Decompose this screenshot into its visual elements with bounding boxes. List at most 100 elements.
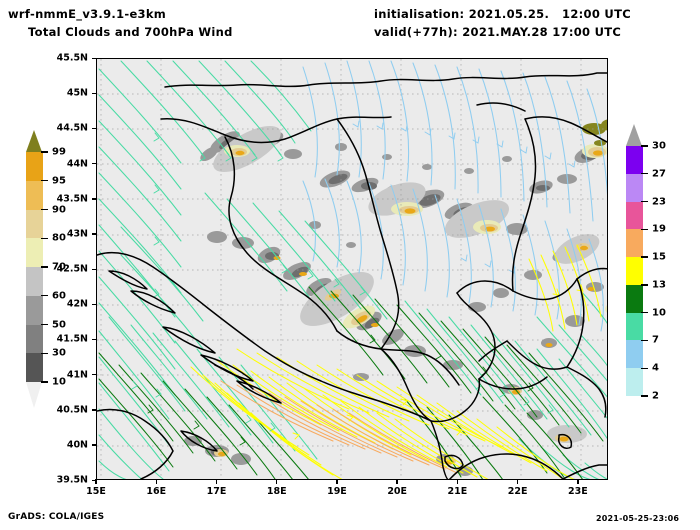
colorbar-tick-mark	[641, 173, 648, 175]
colorbar-band	[26, 238, 43, 267]
colorbar-band	[626, 173, 643, 202]
colorbar-tick-label: 27	[652, 168, 666, 180]
colorbar-tick-mark	[41, 180, 48, 182]
colorbar-tick-mark	[641, 145, 648, 147]
colorbar-tick-label: 13	[652, 279, 666, 291]
colorbar-band	[26, 324, 43, 354]
colorbar-tick-mark	[641, 339, 648, 342]
initialisation-label: initialisation: 2021.05.25. 12:00 UTC	[374, 7, 631, 21]
x-tick-label: 19E	[327, 486, 347, 497]
colorbar-band	[626, 201, 643, 230]
colorbar-tick-mark	[41, 151, 48, 153]
colorbar-extend-high-arrow	[626, 124, 642, 146]
colorbar-total-cloud-cover[interactable]: 10 30 50 60 70 80 90 95 99	[26, 130, 66, 408]
colorbar-band	[26, 209, 43, 239]
map-canvas	[97, 59, 607, 479]
colorbar-tick-label: 60	[52, 290, 66, 302]
colorbar-tick-mark	[41, 323, 48, 326]
x-tick-label: 21E	[447, 486, 468, 497]
colorbar-tick-mark	[41, 352, 48, 354]
y-tick-mark	[92, 268, 97, 270]
x-tick-mark	[215, 479, 218, 484]
colorbar-tick-mark	[41, 237, 48, 239]
x-tick-mark	[95, 479, 97, 484]
colorbar-tick-label: 10	[652, 307, 666, 319]
colorbar-tick-mark	[641, 256, 648, 258]
colorbar-band	[626, 312, 643, 341]
y-tick-label: 41N	[66, 369, 88, 380]
y-tick-label: 41.5N	[56, 333, 88, 345]
x-tick-mark	[577, 479, 579, 484]
x-tick-mark	[516, 479, 519, 484]
field-title-label: Total Clouds and 700hPa Wind	[28, 25, 233, 39]
x-tick-label: 15E	[86, 486, 106, 497]
y-tick-mark	[92, 303, 97, 306]
y-tick-mark	[92, 479, 97, 481]
colorbar-tick-mark	[641, 311, 648, 314]
y-tick-mark	[92, 444, 97, 446]
colorbar-band	[26, 295, 43, 325]
colorbar-band	[26, 267, 43, 296]
colorbar-tick-mark	[41, 208, 48, 211]
colorbar-tick-mark	[41, 266, 48, 268]
colorbar-tick-mark	[641, 228, 648, 231]
model-name-label: wrf-nmmE_v3.9.1-e3km	[8, 7, 167, 21]
y-tick-mark	[92, 374, 97, 376]
y-tick-mark	[92, 198, 97, 200]
x-tick-mark	[276, 479, 278, 484]
colorbar-band	[626, 340, 643, 369]
map-plot-area[interactable]	[96, 58, 608, 480]
colorbar-band	[26, 152, 43, 181]
colorbar-tick-mark	[41, 295, 48, 297]
x-tick-label: 18E	[266, 486, 287, 497]
x-tick-label: 16E	[146, 486, 167, 497]
y-tick-mark	[92, 92, 97, 95]
y-tick-mark	[92, 57, 97, 59]
colorbar-tick-mark	[41, 381, 48, 383]
x-tick-mark	[396, 479, 398, 484]
colorbar-band	[626, 257, 643, 285]
colorbar-wind-speed[interactable]: 2 4 7 10 13 15 19 23 27 30	[626, 124, 666, 422]
colorbar-band	[626, 229, 643, 258]
colorbar-tick-mark	[641, 200, 648, 203]
y-tick-label: 40N	[66, 439, 88, 451]
x-tick-label: 22E	[507, 486, 528, 497]
y-tick-mark	[92, 127, 97, 130]
colorbar-tick-label: 99	[52, 146, 66, 158]
grads-credit-label: GrADS: COLA/IGES	[8, 512, 105, 522]
colorbar-tick-label: 50	[52, 319, 66, 330]
colorbar-tick-label: 30	[652, 140, 666, 152]
y-tick-label: 44N	[66, 158, 88, 169]
colorbar-tick-label: 30	[52, 347, 66, 359]
colorbar-tick-label: 70	[52, 261, 66, 273]
colorbar-band	[26, 180, 43, 210]
colorbar-tick-label: 15	[652, 251, 666, 263]
y-tick-label: 42.5N	[56, 263, 88, 275]
colorbar-tick-label: 95	[52, 175, 66, 187]
colorbar-tick-label: 2	[652, 390, 659, 402]
x-tick-label: 23E	[568, 486, 588, 497]
colorbar-extend-low-arrow	[626, 396, 642, 422]
colorbar-extend-high-arrow	[26, 130, 42, 152]
y-tick-mark	[92, 338, 97, 341]
colorbar-tick-label: 90	[52, 204, 66, 215]
y-tick-label: 45N	[66, 87, 88, 99]
colorbar-tick-mark	[641, 284, 648, 286]
render-timestamp: 2021-05-25-23:06	[596, 514, 680, 523]
colorbar-tick-label: 7	[652, 334, 659, 346]
valid-time-label: valid(+77h): 2021.MAY.28 17:00 UTC	[374, 25, 622, 39]
colorbar-band	[626, 284, 643, 313]
x-tick-mark	[336, 479, 338, 484]
y-tick-label: 39.5N	[56, 474, 88, 486]
colorbar-band	[626, 368, 643, 396]
colorbar-tick-mark	[641, 395, 648, 397]
y-tick-label: 44.5N	[56, 122, 88, 134]
y-tick-mark	[92, 163, 97, 165]
x-tick-label: 20E	[387, 486, 408, 497]
colorbar-tick-label: 23	[652, 196, 666, 208]
y-tick-mark	[92, 409, 97, 411]
colorbar-extend-low-arrow	[26, 382, 42, 408]
y-tick-label: 45.5N	[56, 52, 88, 64]
y-tick-label: 43.5N	[56, 193, 88, 205]
y-tick-mark	[92, 233, 97, 235]
